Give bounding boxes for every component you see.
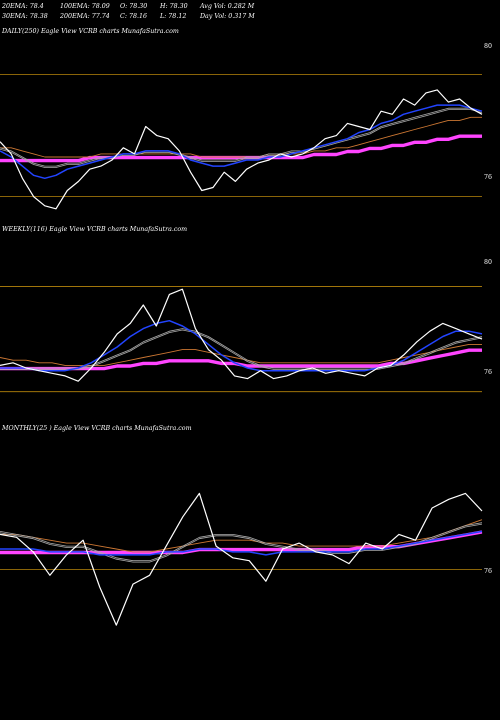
stat-ema200: 200EMA: 77.74 xyxy=(60,13,110,20)
monthly-tick-76: 76 xyxy=(484,568,493,575)
stat-high: H: 78.30 xyxy=(160,3,188,10)
daily-price-line xyxy=(0,89,483,210)
weekly-tick-76: 76 xyxy=(484,369,493,376)
weekly-ema-orange-line xyxy=(0,343,482,366)
stat-ema20: 20EMA: 78.4 xyxy=(2,3,44,10)
stat-close: C: 78.16 xyxy=(120,13,147,20)
stat-day-vol: Day Vol: 0.317 M xyxy=(200,13,255,20)
weekly-tick-80: 80 xyxy=(484,259,493,266)
daily-ema-orange-line xyxy=(0,116,482,158)
daily-panel-label: DAILY(250) Eagle View VCRB charts Munafa… xyxy=(2,28,179,35)
daily-tick-76: 76 xyxy=(484,174,493,181)
monthly-ema-mid-line xyxy=(0,523,483,563)
monthly-price-line xyxy=(0,492,483,626)
monthly-ema-mid-line xyxy=(0,522,483,562)
weekly-price-line xyxy=(0,288,483,382)
daily-tick-80: 80 xyxy=(484,43,493,50)
daily-ema-slow-line xyxy=(0,134,482,162)
monthly-ema-fast-line xyxy=(0,530,483,556)
weekly-ema-fast-line xyxy=(0,319,483,372)
daily-ema-mid-line xyxy=(0,107,483,167)
stat-ema100: 100EMA: 78.09 xyxy=(60,3,110,10)
monthly-panel-label: MONTHLY(25 ) Eagle View VCRB charts Muna… xyxy=(2,425,192,432)
daily-ema-mid-line xyxy=(0,109,483,168)
stat-ema30: 30EMA: 78.38 xyxy=(2,13,48,20)
stat-open: O: 78.30 xyxy=(120,3,148,10)
stat-low: L: 78.12 xyxy=(160,13,187,20)
stat-avg-vol: Avg Vol: 0.282 M xyxy=(200,3,255,10)
weekly-ema-mid-line xyxy=(0,329,483,370)
weekly-panel-label: WEEKLY(116) Eagle View VCRB charts Munaf… xyxy=(2,226,188,233)
weekly-ema-slow-line xyxy=(0,348,482,370)
daily-ema-slow-line xyxy=(0,135,482,163)
daily-ema-fast-line xyxy=(0,104,483,180)
